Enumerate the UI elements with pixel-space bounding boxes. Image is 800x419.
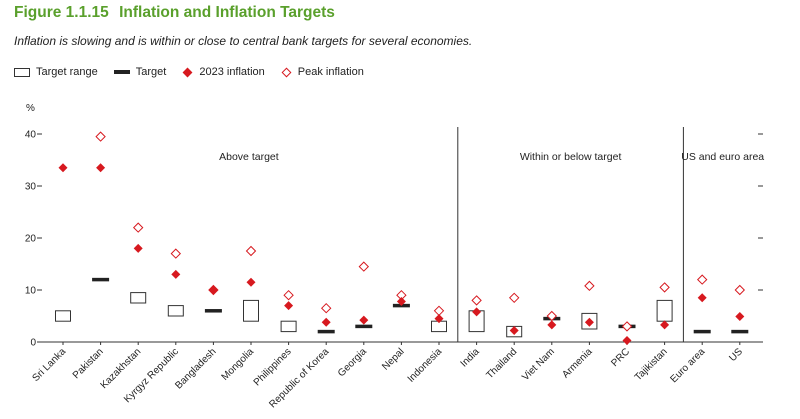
category-label: US xyxy=(727,346,745,364)
inflation-2023-marker xyxy=(246,277,256,287)
target-range-box xyxy=(130,292,147,304)
inflation-2023-marker xyxy=(735,312,745,322)
category-label: Georgia xyxy=(336,346,369,379)
category-label: Euro area xyxy=(668,346,707,385)
target-bar xyxy=(204,309,222,313)
legend-label-2023-inflation: 2023 inflation xyxy=(199,66,265,78)
peak-inflation-marker xyxy=(283,289,294,301)
category-label: Bangladesh xyxy=(173,346,218,391)
peak-inflation-marker xyxy=(358,261,370,272)
category-label: Nepal xyxy=(380,346,406,372)
y-tick-label: 20 xyxy=(25,234,37,245)
inflation-2023-marker xyxy=(58,163,68,173)
inflation-2023-marker xyxy=(96,163,106,173)
target-bar xyxy=(92,277,110,282)
legend-label-target-range: Target range xyxy=(36,66,98,78)
target-range-box xyxy=(167,305,184,317)
legend-item-target: Target xyxy=(113,66,167,78)
y-tick-label: 40 xyxy=(25,130,37,141)
peak-inflation-marker xyxy=(245,245,257,257)
legend-item-peak-inflation: Peak inflation xyxy=(281,66,364,78)
category-label: Thailand xyxy=(484,346,519,381)
target-bar xyxy=(731,329,749,334)
legend-item-target-range: Target range xyxy=(14,66,98,78)
target-range-box xyxy=(280,320,297,333)
peak-inflation-marker xyxy=(696,274,708,285)
chart-legend: Target range Target 2023 inflation Peak … xyxy=(14,66,380,78)
y-tick-label: 10 xyxy=(25,286,37,297)
inflation-2023-marker xyxy=(547,320,557,330)
figure-title-text: Inflation and Inflation Targets xyxy=(119,4,335,21)
peak-inflation-marker xyxy=(320,302,332,314)
category-label: Pakistan xyxy=(71,346,106,381)
inflation-2023-marker xyxy=(434,314,444,324)
figure-number: Figure 1.1.15 xyxy=(14,4,109,21)
inflation-2023-marker xyxy=(321,317,331,327)
category-label: PRC xyxy=(609,346,632,369)
inflation-2023-marker xyxy=(509,326,519,336)
inflation-2023-marker xyxy=(284,301,294,311)
inflation-2023-marker xyxy=(697,293,707,303)
peak-inflation-marker xyxy=(95,131,106,142)
inflation-2023-marker xyxy=(396,296,406,306)
peak-inflation-marker xyxy=(508,292,520,304)
group-label: Above target xyxy=(219,151,279,163)
peak-inflation-marker xyxy=(132,222,144,233)
peak-inflation-marker xyxy=(433,305,445,317)
inflation-2023-marker xyxy=(133,243,143,253)
legend-label-target: Target xyxy=(135,66,167,78)
target-bar xyxy=(693,329,711,334)
peak-inflation-marker xyxy=(659,282,670,293)
figure-subtitle: Inflation is slowing and is within or cl… xyxy=(14,34,473,48)
y-tick-label: 0 xyxy=(30,338,36,349)
peak-inflation-marker xyxy=(471,295,482,306)
target-range-swatch xyxy=(14,67,30,77)
target-bar xyxy=(355,324,373,329)
peak-inflation-marker xyxy=(621,321,633,332)
group-label: US and euro area xyxy=(681,151,764,163)
legend-label-peak-inflation: Peak inflation xyxy=(297,66,364,78)
target-range-box xyxy=(55,310,71,322)
inflation-2023-marker xyxy=(208,285,218,295)
peak-inflation-marker xyxy=(170,248,182,259)
peak-inflation-marker xyxy=(734,284,746,296)
inflation-2023-marker xyxy=(660,320,670,330)
category-label: Armenia xyxy=(560,346,594,380)
legend-item-2023-inflation: 2023 inflation xyxy=(182,66,265,78)
y-tick-label: 30 xyxy=(25,182,37,193)
category-label: Mongolia xyxy=(220,346,257,383)
y-axis-unit: % xyxy=(26,103,35,114)
figure-title: Figure 1.1.15 Inflation and Inflation Ta… xyxy=(14,4,335,22)
target-bar xyxy=(317,329,335,334)
group-label: Within or below target xyxy=(520,151,622,163)
inflation-2023-marker xyxy=(359,315,369,325)
target-range-box xyxy=(243,299,259,322)
category-label: Sri Lanka xyxy=(30,346,68,384)
category-label: India xyxy=(459,346,482,369)
category-label: Tajikistan xyxy=(633,346,670,383)
category-label: Indonesia xyxy=(406,346,445,385)
category-label: Viet Nam xyxy=(520,346,557,383)
peak-inflation-marker xyxy=(584,280,595,292)
inflation-2023-marker xyxy=(622,335,632,345)
target-swatch xyxy=(113,70,130,74)
inflation-2023-marker xyxy=(584,317,594,327)
inflation-2023-marker xyxy=(171,269,181,279)
inflation-2023-marker xyxy=(472,307,482,317)
target-range-box xyxy=(656,299,673,322)
